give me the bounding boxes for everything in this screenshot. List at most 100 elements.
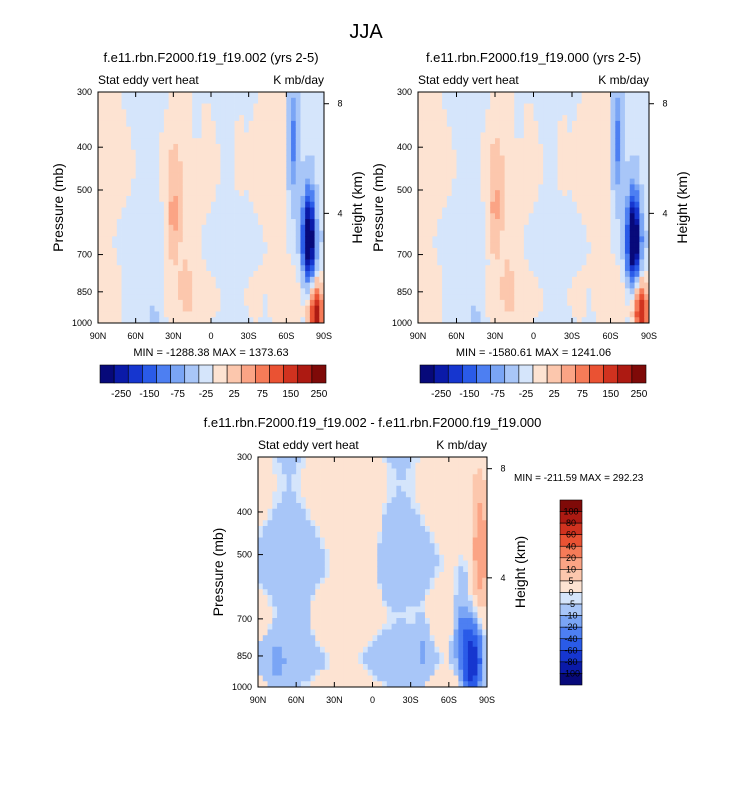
heatmap-cell [620, 288, 625, 294]
y-tick-label: 500 [397, 185, 412, 195]
heatmap-cell [310, 288, 315, 294]
heatmap-cell [529, 259, 534, 265]
heatmap-cell [476, 184, 481, 190]
heatmap-cell [183, 104, 188, 110]
heatmap-cell [277, 236, 282, 242]
heatmap-cell [466, 104, 471, 110]
heatmap-cell [145, 179, 150, 185]
heatmap-cell [272, 300, 277, 306]
heatmap-cell [500, 300, 505, 306]
heatmap-cell [150, 277, 155, 283]
heatmap-cell [524, 167, 529, 173]
heatmap-cell [282, 242, 287, 248]
heatmap-cell [615, 288, 620, 294]
heatmap-cell [635, 190, 640, 196]
heatmap-cell [301, 584, 306, 590]
heatmap-cell [300, 127, 305, 133]
heatmap-cell [315, 589, 320, 595]
heatmap-cell [178, 115, 183, 121]
heatmap-cell [476, 300, 481, 306]
heatmap-cell [140, 156, 145, 162]
heatmap-cell [315, 630, 320, 636]
heatmap-cell [476, 167, 481, 173]
heatmap-cell [543, 161, 548, 167]
heatmap-cell [639, 184, 644, 190]
heatmap-cell [263, 265, 268, 271]
heatmap-cell [305, 248, 310, 254]
heatmap-cell [140, 283, 145, 289]
heatmap-cell [437, 306, 442, 312]
heatmap-cell [206, 231, 211, 237]
heatmap-cell [244, 219, 249, 225]
heatmap-cell [286, 161, 291, 167]
heatmap-cell [572, 254, 577, 260]
heatmap-cell [300, 156, 305, 162]
heatmap-cell [310, 104, 315, 110]
heatmap-cell [567, 121, 572, 127]
heatmap-cell [611, 196, 616, 202]
heatmap-cell [339, 607, 344, 613]
heatmap-cell [150, 104, 155, 110]
heatmap-cell [630, 294, 635, 300]
heatmap-cell [230, 306, 235, 312]
heatmap-cell [485, 144, 490, 150]
heatmap-cell [538, 317, 543, 323]
heatmap-cell [300, 150, 305, 156]
heatmap-cell [235, 213, 240, 219]
heatmap-cell [169, 196, 174, 202]
heatmap-cell [358, 515, 363, 521]
heatmap-cell [428, 104, 433, 110]
heatmap-cell [538, 167, 543, 173]
heatmap-cell [471, 213, 476, 219]
heatmap-cell [211, 196, 216, 202]
heatmap-cell [103, 300, 108, 306]
heatmap-cell [363, 572, 368, 578]
heatmap-cell [500, 179, 505, 185]
heatmap-cell [591, 104, 596, 110]
heatmap-cell [291, 572, 296, 578]
heatmap-cell [418, 236, 423, 242]
heatmap-cell [164, 156, 169, 162]
y-right-tick-label: 4 [662, 208, 667, 218]
heatmap-cell [263, 173, 268, 179]
heatmap-cell [538, 127, 543, 133]
heatmap-cell [553, 225, 558, 231]
heatmap-cell [235, 167, 240, 173]
heatmap-cell [253, 92, 258, 98]
heatmap-cell [310, 538, 315, 544]
colorbar-label: 75 [577, 389, 589, 400]
heatmap-cell [577, 132, 582, 138]
heatmap-cell [263, 196, 268, 202]
heatmap-cell [534, 104, 539, 110]
heatmap-cell [225, 121, 230, 127]
heatmap-cell [126, 219, 131, 225]
heatmap-cell [601, 254, 606, 260]
heatmap-cell [334, 486, 339, 492]
colorbar-swatch [100, 365, 114, 383]
heatmap-cell [509, 92, 514, 98]
heatmap-cell [187, 300, 192, 306]
heatmap-cell [277, 469, 282, 475]
heatmap-cell [202, 213, 207, 219]
heatmap-cell [344, 492, 349, 498]
heatmap-cell [253, 156, 258, 162]
heatmap-cell [432, 306, 437, 312]
heatmap-cell [344, 658, 349, 664]
heatmap-cell [437, 138, 442, 144]
heatmap-cell [235, 115, 240, 121]
heatmap-cell [567, 161, 572, 167]
heatmap-cell [286, 132, 291, 138]
heatmap-cell [225, 300, 230, 306]
heatmap-cell [572, 219, 577, 225]
heatmap-cell [112, 236, 117, 242]
heatmap-cell [437, 92, 442, 98]
heatmap-cell [277, 480, 282, 486]
heatmap-cell [131, 173, 136, 179]
heatmap-cell [145, 190, 150, 196]
heatmap-cell [363, 469, 368, 475]
heatmap-cell [98, 109, 103, 115]
heatmap-cell [306, 641, 311, 647]
heatmap-cell [206, 190, 211, 196]
heatmap-cell [98, 179, 103, 185]
heatmap-cell [263, 509, 268, 515]
